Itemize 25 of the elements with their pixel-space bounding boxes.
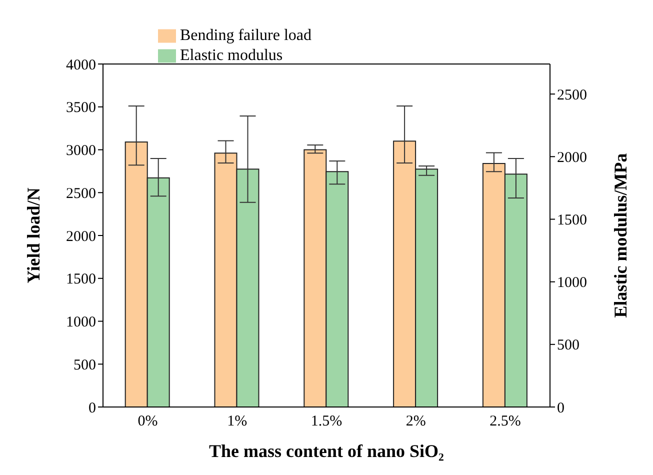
y-axis-title: Yield load/N: [23, 188, 44, 284]
y-tick-label: 0: [88, 400, 96, 416]
legend-label: Elastic modulus: [180, 47, 283, 64]
y2-tick-label: 0: [557, 400, 564, 416]
x-axis-title: The mass content of nano SiO₂: [209, 441, 444, 461]
y-tick-label: 2500: [66, 186, 96, 202]
x-tick-label: 1.5%: [310, 414, 342, 430]
y-tick-label: 1000: [66, 314, 96, 331]
y-tick-label: 1500: [66, 272, 96, 288]
y-tick-label: 3500: [66, 100, 96, 116]
y2-tick-label: 500: [557, 338, 580, 354]
y2-tick-label: 2500: [557, 87, 587, 104]
y2-tick-label: 1000: [557, 275, 587, 292]
y2-tick-label: 2000: [557, 150, 587, 166]
x-tick-label: 0%: [138, 414, 158, 430]
legend-label: Bending failure load: [180, 27, 312, 44]
x-tick-label: 1%: [227, 414, 248, 430]
y2-axis-title: Elastic modulus/MPa: [610, 153, 630, 318]
y2-tick-label: 1500: [557, 212, 587, 229]
y-tick-label: 2000: [66, 228, 96, 245]
x-tick-label: 2%: [406, 414, 426, 430]
y-tick-label: 3000: [66, 143, 96, 160]
x-tick-label: 2.5%: [490, 414, 521, 430]
y-tick-label: 500: [74, 357, 96, 374]
y-tick-label: 4000: [66, 57, 96, 74]
